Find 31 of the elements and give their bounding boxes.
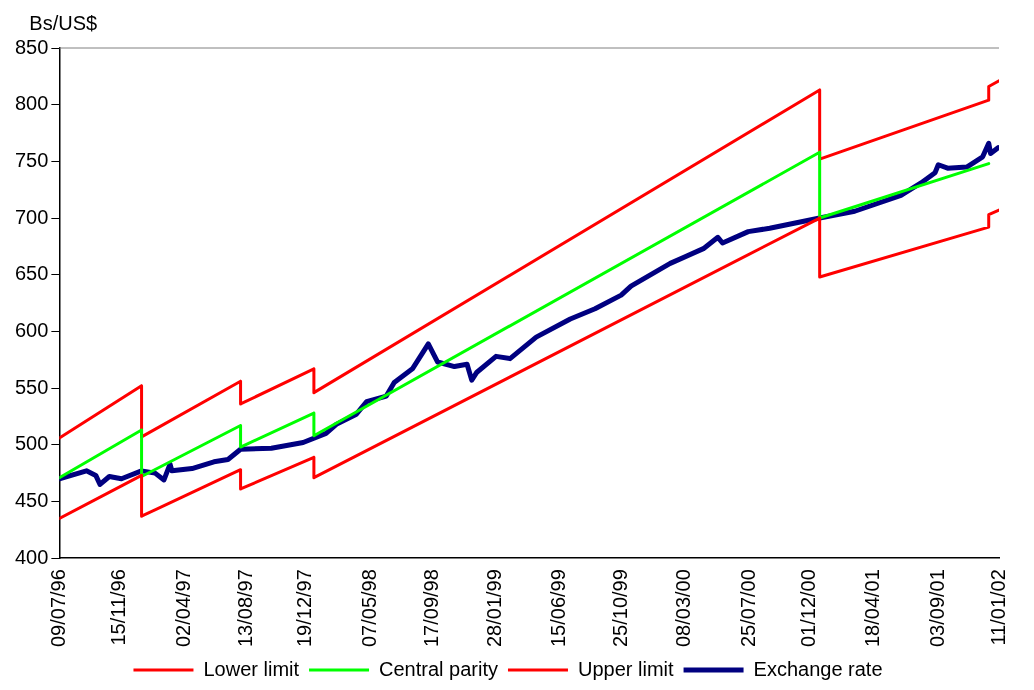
y-tick-label: 750 bbox=[14, 148, 49, 171]
y-tick-label: 450 bbox=[14, 488, 49, 511]
x-tick-label: 03/09/01 bbox=[925, 569, 948, 648]
x-tick-label: 11/01/02 bbox=[986, 569, 1009, 646]
y-axis-title: Bs/US$ bbox=[29, 11, 98, 34]
x-tick-label: 25/10/99 bbox=[608, 569, 631, 648]
x-tick-label: 28/01/99 bbox=[482, 569, 505, 648]
y-tick-label: 800 bbox=[14, 92, 49, 115]
x-tick-label: 17/09/98 bbox=[420, 569, 443, 648]
legend-label: Upper limit bbox=[577, 657, 674, 680]
y-tick-label: 500 bbox=[14, 432, 49, 455]
y-tick-label: 650 bbox=[14, 262, 49, 285]
x-tick-label: 02/04/97 bbox=[171, 569, 194, 648]
y-tick-label: 850 bbox=[14, 35, 49, 58]
x-tick-label: 01/12/00 bbox=[796, 569, 819, 648]
x-tick-label: 07/05/98 bbox=[358, 569, 381, 648]
x-tick-label: 15/11/96 bbox=[107, 569, 130, 646]
legend-label: Lower limit bbox=[203, 657, 300, 680]
x-tick-label: 13/08/97 bbox=[233, 569, 256, 648]
x-tick-label: 15/06/99 bbox=[547, 569, 570, 648]
y-tick-label: 550 bbox=[14, 375, 49, 398]
y-tick-label: 400 bbox=[14, 545, 49, 568]
y-tick-label: 700 bbox=[14, 205, 49, 228]
x-tick-label: 08/03/00 bbox=[671, 569, 694, 648]
x-tick-label: 09/07/96 bbox=[46, 569, 69, 648]
y-tick-label: 600 bbox=[14, 318, 49, 341]
x-tick-label: 18/04/01 bbox=[861, 569, 884, 648]
legend-label: Central parity bbox=[379, 657, 498, 680]
x-tick-label: 19/12/97 bbox=[293, 569, 316, 648]
legend-label: Exchange rate bbox=[753, 657, 883, 680]
x-tick-label: 25/07/00 bbox=[736, 569, 759, 648]
